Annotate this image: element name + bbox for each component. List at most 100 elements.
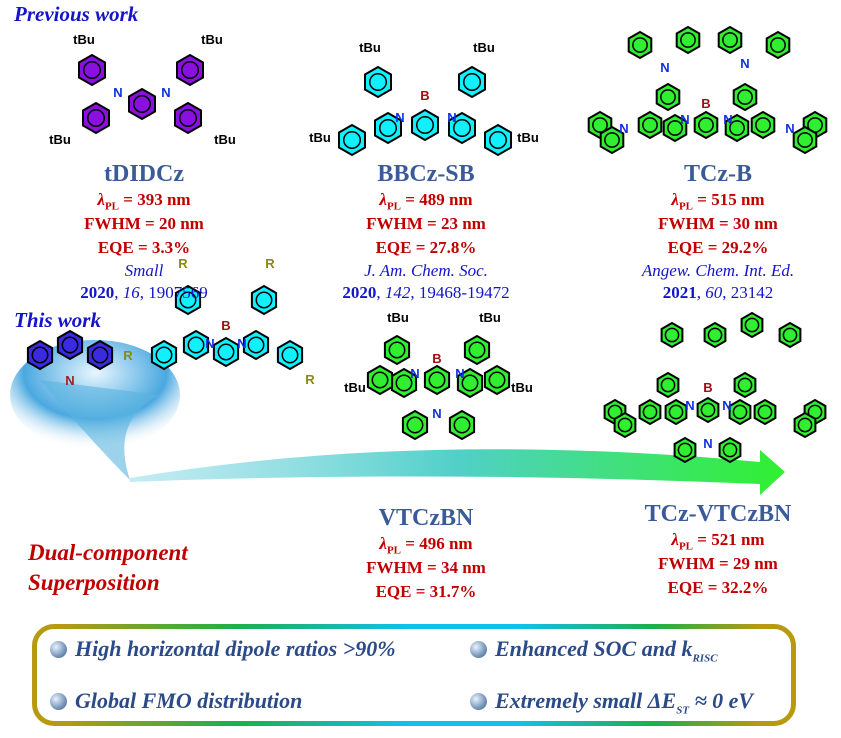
concept-label: Dual-component Superposition [28, 538, 188, 598]
eqe: EQE = 31.7% [375, 582, 477, 601]
aromatic-circle [91, 346, 109, 364]
aromatic-circle [187, 336, 205, 354]
lambda-pl: λPL = 393 nm [24, 188, 264, 212]
atom-label: N [723, 112, 732, 127]
atom-label: N [432, 406, 441, 421]
benzene-ring [696, 396, 720, 424]
aromatic-circle [782, 327, 798, 343]
benzene-ring [637, 110, 663, 140]
aromatic-circle [729, 120, 745, 136]
atom-label: B [701, 96, 710, 111]
fwhm: FWHM = 20 nm [84, 214, 204, 233]
fwhm: FWHM = 34 nm [366, 558, 486, 577]
box-gradient-bottom [60, 721, 760, 726]
aromatic-circle [468, 341, 486, 359]
atom-label: N [703, 436, 712, 451]
this-work-heading: This work [14, 308, 101, 332]
atom-label: tBu [201, 32, 223, 47]
benzene-ring [693, 110, 719, 140]
benzene-ring [656, 371, 680, 399]
benzene-ring [182, 329, 210, 361]
atom-label: N [660, 60, 669, 75]
benzene-ring [383, 334, 411, 366]
feature-subscript: RISC [692, 652, 718, 665]
feature-subscript: ST [676, 704, 690, 717]
benzene-ring [212, 336, 240, 368]
atom-label: tBu [511, 380, 533, 395]
pages: 23142 [730, 283, 774, 302]
benzene-ring [401, 409, 429, 441]
atom-label: R [265, 256, 275, 271]
aromatic-circle [700, 402, 716, 418]
aromatic-circle [371, 371, 389, 389]
benzene-ring [174, 101, 202, 135]
benzene-ring [673, 436, 697, 464]
aromatic-circle [463, 73, 481, 91]
benzene-ring [411, 108, 439, 142]
bullet-icon [470, 692, 487, 710]
atom-label: tBu [479, 310, 501, 325]
benzene-ring [778, 321, 802, 349]
aromatic-circle [179, 291, 197, 309]
lambda-sub: PL [386, 544, 402, 557]
aromatic-circle [642, 404, 658, 420]
atom-label: tBu [473, 40, 495, 55]
benzene-ring [26, 339, 54, 371]
lambda-symbol: λ [379, 190, 387, 209]
benzene-ring [732, 82, 758, 112]
concept-line-1: Dual-component [28, 540, 188, 565]
benzene-ring [765, 30, 791, 60]
benzene-ring [448, 111, 476, 145]
feature-text: Extremely small ΔE [495, 688, 677, 713]
previous-compound-2: TCz-B λPL = 515 nm FWHM = 30 nm EQE = 29… [598, 160, 838, 304]
journal: Small [24, 260, 264, 282]
benzene-ring [483, 364, 511, 396]
benzene-ring [423, 364, 451, 396]
benzene-ring [250, 284, 278, 316]
aromatic-circle [453, 416, 471, 434]
benzene-ring [366, 364, 394, 396]
aromatic-circle [488, 371, 506, 389]
lambda-value: = 393 nm [119, 190, 191, 209]
benzene-ring [675, 25, 701, 55]
atom-label: tBu [344, 380, 366, 395]
eqe: EQE = 32.2% [667, 578, 769, 597]
fwhm: FWHM = 30 nm [658, 214, 778, 233]
atom-label: N [680, 112, 689, 127]
benzene-ring [56, 329, 84, 361]
benzene-ring [374, 111, 402, 145]
citation: 2020, 142, 19468-19472 [342, 283, 510, 302]
aromatic-circle [744, 317, 760, 333]
compound-name: VTCzBN [378, 505, 474, 531]
feature-text-group: Extremely small ΔEST ≈ 0 eV [495, 688, 753, 717]
aromatic-circle [247, 336, 265, 354]
aromatic-circle [797, 417, 813, 433]
benzene-ring [176, 53, 204, 87]
lambda-symbol: λ [379, 534, 387, 553]
aromatic-circle [680, 32, 696, 48]
lambda-value: = 496 nm [401, 534, 473, 553]
pages: 19468-19472 [418, 283, 510, 302]
citation: 2020, 16, 1907569 [80, 283, 208, 302]
benzene-ring [86, 339, 114, 371]
benzene-ring [448, 409, 476, 441]
eqe: EQE = 29.2% [667, 238, 769, 257]
aromatic-circle [737, 377, 753, 393]
compound-name: TCz-VTCzBN [644, 501, 792, 527]
atom-label: N [410, 366, 419, 381]
lambda-symbol: λ [97, 190, 105, 209]
atom-label: N [722, 398, 731, 413]
aromatic-circle [668, 404, 684, 420]
year: 2020 [342, 283, 377, 302]
compound-name: BBCz-SB [377, 161, 475, 187]
journal: J. Am. Chem. Soc. [306, 260, 546, 282]
benzene-ring [717, 25, 743, 55]
benzene-ring [728, 398, 752, 426]
atom-label: R [123, 348, 133, 363]
atom-label: tBu [73, 32, 95, 47]
aromatic-circle [677, 442, 693, 458]
atom-label: B [703, 380, 712, 395]
bullet-icon [50, 640, 67, 658]
aromatic-circle [133, 95, 151, 113]
benzene-ring [276, 339, 304, 371]
